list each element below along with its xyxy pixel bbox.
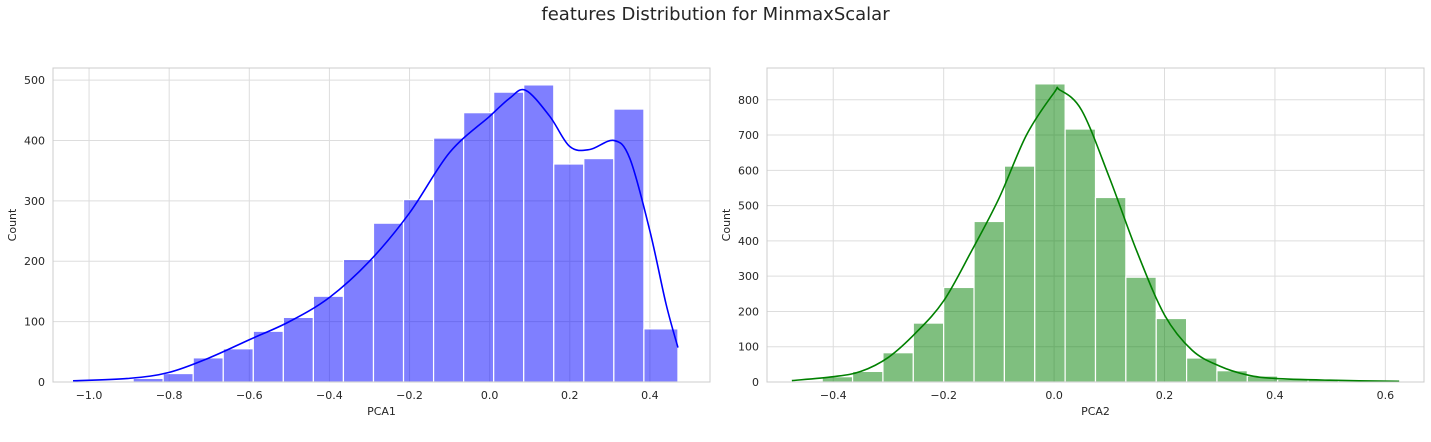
figure-title: features Distribution for MinmaxScalar (541, 4, 890, 25)
kde-line (791, 86, 1400, 383)
y-tick-label: 500 (738, 200, 759, 213)
histogram-bar (132, 377, 164, 383)
x-tick-label: −0.8 (156, 389, 183, 402)
x-tick-label: −0.4 (316, 389, 343, 402)
x-axis-label: PCA2 (1081, 405, 1110, 418)
y-tick-label: 600 (738, 164, 759, 177)
x-tick-label: −0.2 (930, 389, 957, 402)
histogram-bar (493, 91, 525, 383)
x-tick-label: 0.4 (641, 389, 659, 402)
y-tick-label: 0 (38, 376, 45, 389)
y-tick-label: 400 (738, 235, 759, 248)
x-axis-label: PCA1 (367, 405, 396, 418)
histogram-bar (643, 328, 679, 383)
x-tick-label: −0.4 (820, 389, 847, 402)
y-tick-label: 800 (738, 94, 759, 107)
x-tick-label: −1.0 (76, 389, 103, 402)
y-tick-label: 300 (24, 195, 45, 208)
histogram-bar (613, 108, 645, 383)
y-tick-label: 300 (738, 270, 759, 283)
x-tick-label: −0.2 (396, 389, 423, 402)
histogram-bar (943, 286, 975, 383)
subplot-1: 0 100 200 300 400 500 −1.0 −0.8 −0.6 −0.4 −0.2 0.0 0… (6, 67, 711, 418)
histogram-bar (583, 157, 615, 383)
y-tick-label: 200 (24, 255, 45, 268)
plot-frame (766, 67, 1425, 383)
histogram-bar (192, 357, 224, 383)
histogram-bar (523, 84, 555, 383)
x-tick-label: 0.0 (481, 389, 499, 402)
y-axis-label: Count (6, 208, 19, 241)
histogram-bar (252, 330, 284, 383)
histogram-bar (463, 112, 495, 383)
y-tick-label: 100 (738, 341, 759, 354)
y-tick-label: 200 (738, 305, 759, 318)
histogram-bar (402, 199, 435, 383)
x-tick-label: −0.6 (236, 389, 263, 402)
x-tick-label: 0.4 (1266, 389, 1284, 402)
histogram-bar (282, 316, 314, 383)
x-tick-label: 0.2 (1156, 389, 1174, 402)
histogram-bar (1034, 83, 1066, 383)
histogram-bar (912, 322, 945, 383)
histogram-bar (312, 295, 345, 383)
subplot-2: 0 100 200 300 400 500 600 700 800 −0.4 −0.2 0.0 0.2 0… (720, 67, 1425, 418)
histogram-bar (1064, 128, 1097, 383)
histogram-bar (372, 222, 405, 383)
histogram-bar (1125, 276, 1157, 383)
histogram-bar (1185, 357, 1218, 383)
histogram-bar (1003, 165, 1036, 383)
histogram-bar (222, 348, 254, 383)
histogram-bar (1155, 317, 1188, 383)
histogram-bar (432, 137, 465, 383)
y-tick-label: 500 (24, 74, 45, 87)
plot-frame (52, 67, 711, 383)
histogram-bar (1094, 196, 1127, 383)
histogram-bar (973, 220, 1006, 383)
histogram-bar (342, 258, 375, 383)
histogram-bar (553, 163, 585, 383)
histogram-bar (1216, 370, 1248, 383)
y-tick-label: 700 (738, 129, 759, 142)
y-axis-label: Count (720, 208, 733, 241)
x-tick-label: 0.2 (561, 389, 579, 402)
y-tick-label: 0 (752, 376, 759, 389)
y-tick-label: 400 (24, 134, 45, 147)
histogram-bar (162, 372, 194, 383)
x-tick-label: 0.6 (1377, 389, 1395, 402)
kde-line (72, 88, 679, 382)
y-tick-label: 100 (24, 316, 45, 329)
x-tick-label: 0.0 (1045, 389, 1063, 402)
